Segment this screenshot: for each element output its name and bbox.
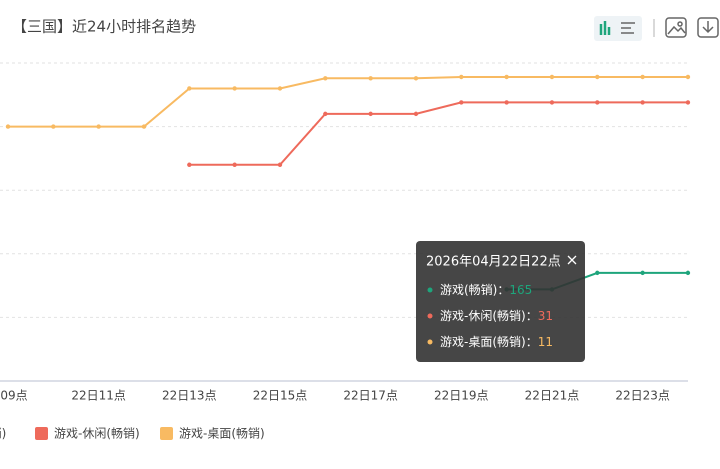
tooltip-value: 31 (538, 309, 553, 323)
x-tick-label: 22日15点 (253, 389, 308, 403)
point (5, 124, 11, 129)
point (277, 86, 283, 91)
x-tick-label: 22日17点 (343, 389, 398, 403)
toolbar[interactable] (594, 16, 719, 41)
legend-swatch (160, 427, 173, 440)
tooltip-title: 2026年04月22日22点 (426, 255, 561, 270)
tooltip-dot (427, 287, 433, 293)
point (549, 100, 555, 105)
point (232, 162, 237, 167)
line (189, 101, 688, 166)
x-tick-label: 22日11点 (71, 389, 126, 403)
tooltip-box (416, 241, 585, 362)
save-image[interactable] (665, 17, 687, 38)
point (459, 100, 464, 105)
point (323, 76, 328, 81)
line (8, 75, 688, 128)
point (640, 270, 645, 276)
x-tick-label: 22日21点 (525, 389, 580, 403)
point (96, 124, 101, 129)
point (595, 100, 600, 105)
tooltip-value: 165 (509, 283, 532, 297)
point (685, 100, 691, 105)
point (504, 74, 509, 80)
point (232, 86, 237, 91)
tooltip-row: 游戏-桌面(畅销)：11 (440, 335, 553, 349)
download[interactable] (697, 17, 719, 38)
tooltip-series-name: 游戏-桌面(畅销) (440, 335, 526, 349)
point (368, 111, 373, 117)
point (640, 100, 645, 105)
tooltip-series-name: 游戏(畅销) (440, 283, 497, 297)
x-tick-label: 22日19点 (434, 389, 489, 403)
point (595, 270, 600, 276)
point (51, 124, 56, 129)
point (504, 100, 509, 105)
x-tick-label: 22日13点 (162, 389, 217, 403)
point (368, 76, 373, 81)
point (323, 111, 328, 117)
legend-swatch (35, 427, 48, 440)
point (187, 86, 192, 91)
point (413, 111, 419, 117)
tooltip-dot (427, 313, 433, 319)
tooltip-row: 游戏-休闲(畅销)：31 (440, 309, 553, 323)
series (187, 100, 691, 167)
point (595, 74, 600, 80)
tooltip-close[interactable] (567, 255, 577, 265)
x-tick-label: 22日23点 (615, 389, 670, 403)
legend-label: 游戏-桌面(畅销) (179, 427, 265, 441)
point (685, 74, 691, 80)
tooltip-dot (427, 339, 433, 345)
series (5, 74, 691, 129)
point (549, 74, 555, 80)
legend-label: 游戏-休闲(畅销) (54, 427, 140, 441)
tooltip-series-name: 游戏-休闲(畅销) (440, 309, 526, 323)
point (413, 76, 419, 81)
legend-label: 游戏(畅销) (0, 427, 6, 441)
point (459, 74, 464, 80)
point (187, 162, 192, 167)
chart-title: 【三国】近24小时排名趋势 (12, 18, 196, 36)
point (685, 270, 691, 276)
point (640, 74, 645, 80)
point (277, 162, 283, 167)
x-tick-label: 日09点 (0, 389, 28, 403)
tooltip-row: 游戏(畅销)：165 (440, 283, 532, 297)
point (141, 124, 147, 129)
tooltip-value: 11 (538, 335, 553, 349)
